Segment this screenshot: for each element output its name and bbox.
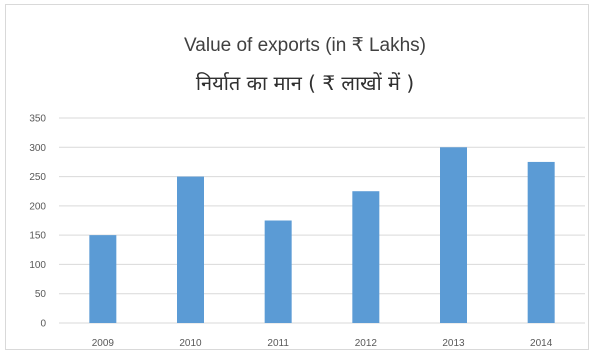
x-tick-label: 2013	[442, 338, 465, 349]
bar-2011	[264, 220, 292, 323]
bars	[89, 147, 555, 323]
x-axis-ticks: 2009 2010 2011 2012 2013 2014	[92, 338, 553, 349]
x-tick-label: 2009	[92, 338, 115, 349]
y-axis-ticks: 0 50 100 150 200 250 300 350	[29, 114, 46, 330]
x-tick-label: 2012	[355, 338, 378, 349]
chart-subtitle: निर्यात का मान ( ₹ लाखों में )	[196, 71, 414, 95]
y-tick-label: 300	[29, 143, 46, 154]
y-tick-label: 150	[29, 231, 46, 242]
bar-2009	[89, 235, 117, 323]
gridlines	[59, 117, 585, 324]
y-tick-label: 50	[35, 289, 47, 300]
y-tick-label: 350	[29, 114, 46, 125]
x-tick-label: 2014	[530, 338, 553, 349]
bar-2010	[177, 176, 204, 323]
bar-2014	[527, 161, 555, 323]
bar-2012	[352, 191, 380, 323]
x-tick-label: 2011	[267, 338, 289, 349]
y-tick-label: 100	[29, 260, 46, 271]
y-tick-label: 0	[40, 319, 46, 330]
bar-2013	[440, 147, 467, 323]
y-tick-label: 200	[29, 201, 46, 212]
chart-title: Value of exports (in ₹ Lakhs)	[184, 35, 426, 56]
y-tick-label: 250	[29, 172, 46, 183]
x-tick-label: 2010	[179, 338, 202, 349]
